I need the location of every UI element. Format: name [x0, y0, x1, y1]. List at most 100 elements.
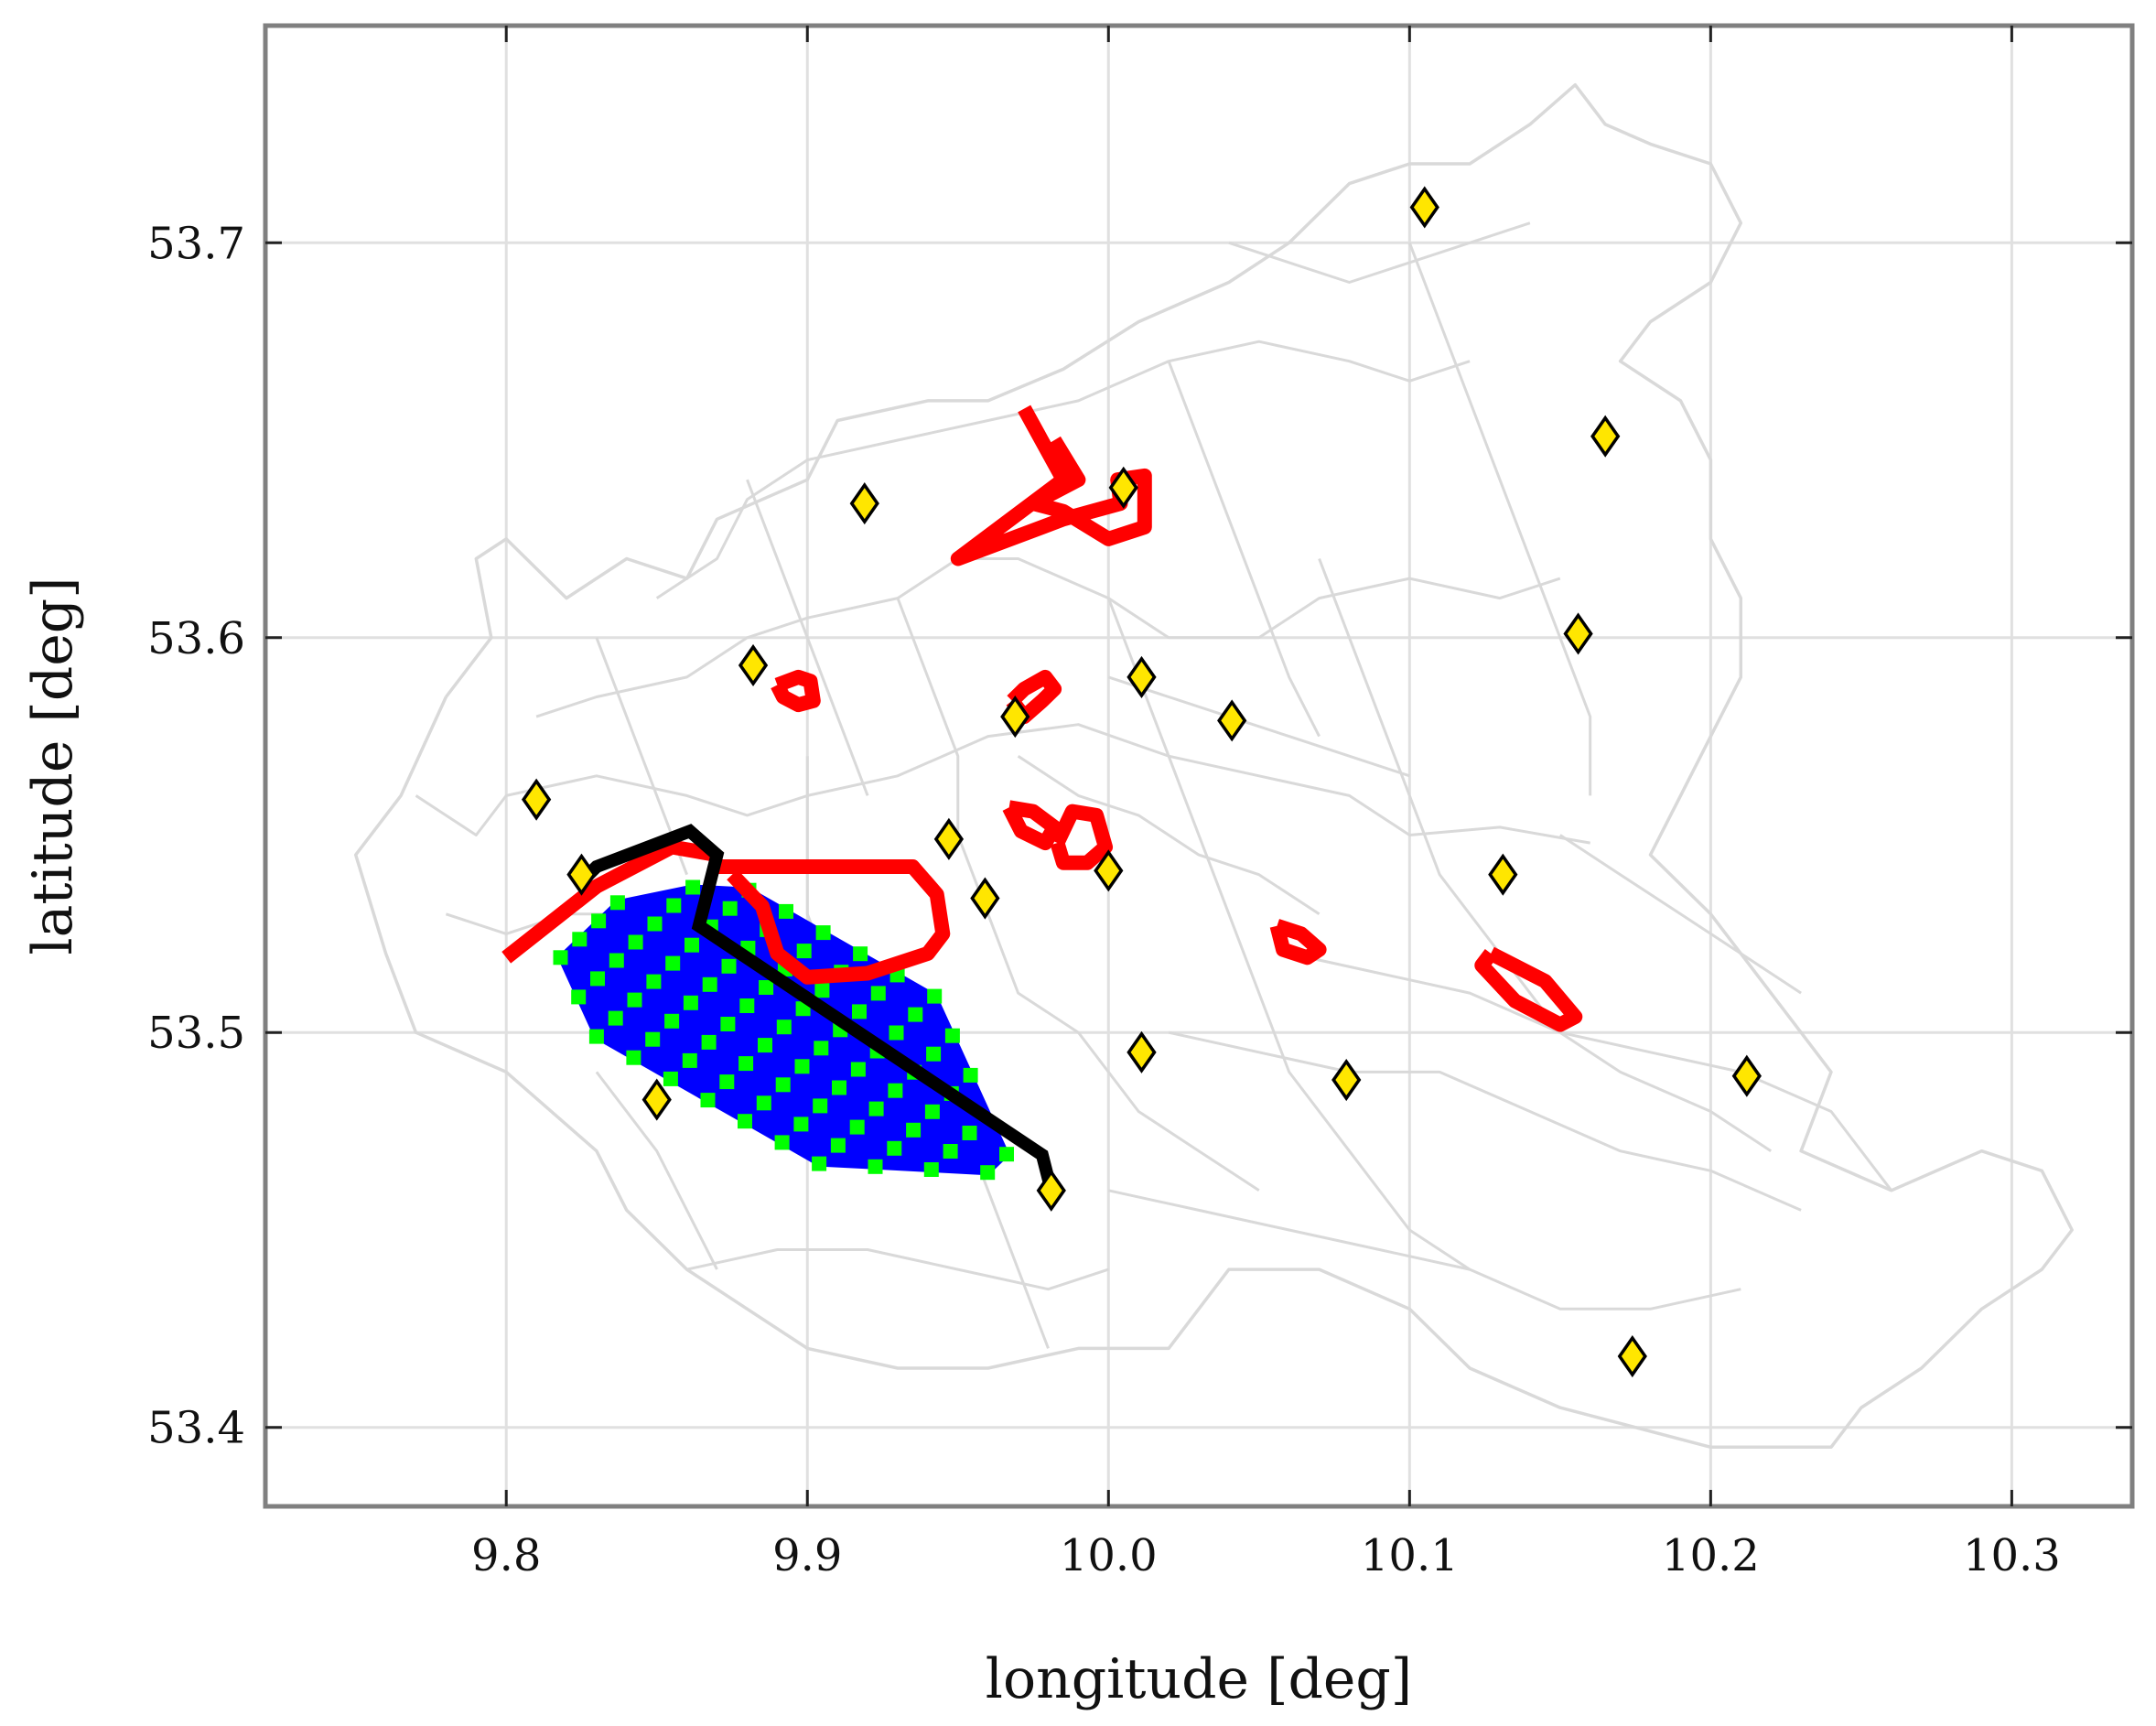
district-border [595, 1071, 718, 1270]
grid-point [927, 988, 943, 1004]
grid-point [812, 1156, 827, 1171]
station-marker [1108, 466, 1138, 509]
grid-point [553, 950, 568, 965]
station-marker [1617, 1334, 1647, 1378]
grid-point [888, 1083, 903, 1098]
grid-point [980, 1165, 996, 1181]
district-border [1107, 1189, 1741, 1311]
red-contour [1002, 800, 1062, 851]
black-path [579, 824, 1058, 1192]
grid-point [572, 932, 588, 947]
station-marker [1488, 853, 1518, 896]
station-marker [970, 877, 1000, 920]
plot-frame [263, 23, 2135, 1509]
grid-point [721, 958, 737, 974]
station-markers [521, 186, 1762, 1378]
x-tick-label: 10.1 [1361, 1530, 1459, 1581]
grid-point [923, 1162, 939, 1177]
grid-point [663, 1071, 678, 1086]
grid-point [962, 1126, 977, 1140]
y-tick-label: 53.6 [147, 613, 245, 664]
grid-point [588, 1029, 604, 1044]
grid-point [722, 901, 738, 916]
grid-point [924, 1104, 940, 1119]
district-border [1107, 675, 1410, 778]
grid-point [776, 1019, 792, 1035]
station-marker [521, 778, 552, 821]
district-border [1558, 834, 1802, 995]
grid-point [889, 1025, 904, 1041]
grid-point [887, 1140, 902, 1156]
x-tick-label: 9.8 [471, 1530, 541, 1581]
district-border [1168, 1030, 1802, 1212]
grid-point [830, 1138, 846, 1153]
grid-point [759, 980, 774, 995]
grid-point [683, 995, 698, 1010]
station-marker [1127, 1030, 1157, 1073]
grid-point [868, 1159, 883, 1174]
grid-point [999, 1147, 1014, 1162]
grid-point [815, 925, 831, 941]
district-border [1318, 557, 1773, 1152]
station-marker [1000, 696, 1030, 739]
grid-point [814, 983, 830, 998]
x-tick-label: 10.0 [1060, 1530, 1158, 1581]
district-border [1288, 952, 1892, 1192]
grid-point [908, 1007, 923, 1022]
red-contour [950, 405, 1152, 566]
grid-point [628, 934, 643, 950]
grid-point [739, 998, 755, 1013]
grid-point [963, 1067, 978, 1083]
district-border [896, 598, 1260, 1192]
grid-point [591, 913, 607, 929]
grid-point [719, 1074, 735, 1090]
station-marker [738, 643, 769, 687]
y-tick-label: 53.7 [147, 218, 245, 269]
grid-point [702, 976, 717, 992]
grid-point [685, 879, 701, 895]
grid-point [793, 1117, 809, 1132]
grid-point [944, 1028, 960, 1043]
station-marker [1590, 415, 1621, 458]
grid-point [943, 1144, 958, 1159]
grid-point [774, 1135, 790, 1150]
y-axis-label: latitude [deg] [21, 577, 85, 955]
grid-point [720, 1017, 736, 1031]
district-border [1106, 598, 1471, 1271]
city-outline [353, 82, 2074, 1450]
grid-point [870, 986, 886, 1001]
grid-point [849, 1119, 865, 1135]
grid-point [814, 1041, 829, 1056]
grid-point [832, 1080, 846, 1095]
grid-point [609, 895, 625, 911]
grid-point [906, 1122, 922, 1138]
x-tick-label: 9.9 [772, 1530, 842, 1581]
grid-point [664, 1013, 680, 1029]
station-marker [641, 1078, 672, 1121]
plot-background [265, 26, 2132, 1506]
y-tick-label: 53.4 [147, 1403, 245, 1454]
district-border [1228, 221, 1531, 284]
grid-point [685, 937, 699, 953]
grid-point [794, 1059, 810, 1074]
grid-point [779, 903, 793, 919]
station-marker [1036, 1169, 1066, 1212]
grid-point [758, 1038, 772, 1053]
grid-point [813, 1098, 828, 1114]
y-tick-label: 53.5 [147, 1008, 245, 1059]
grid-point [775, 1077, 791, 1093]
grid-point [850, 1062, 866, 1077]
grid-point [647, 916, 663, 932]
station-marker [1331, 1058, 1362, 1102]
x-tick-label: 10.3 [1963, 1530, 2061, 1581]
grid-point [853, 946, 868, 962]
grid-point [796, 944, 812, 959]
grid-point [868, 1101, 884, 1117]
station-marker [1409, 186, 1439, 229]
axis-ticks: 9.8 9.9 10.0 10.1 10.2 10.3 53.4 53.5 53.6 53.7 [147, 26, 2132, 1581]
district-border [1017, 754, 1321, 916]
district-border [1407, 242, 1592, 796]
grid-point [701, 1034, 717, 1050]
station-marker [1127, 655, 1157, 698]
